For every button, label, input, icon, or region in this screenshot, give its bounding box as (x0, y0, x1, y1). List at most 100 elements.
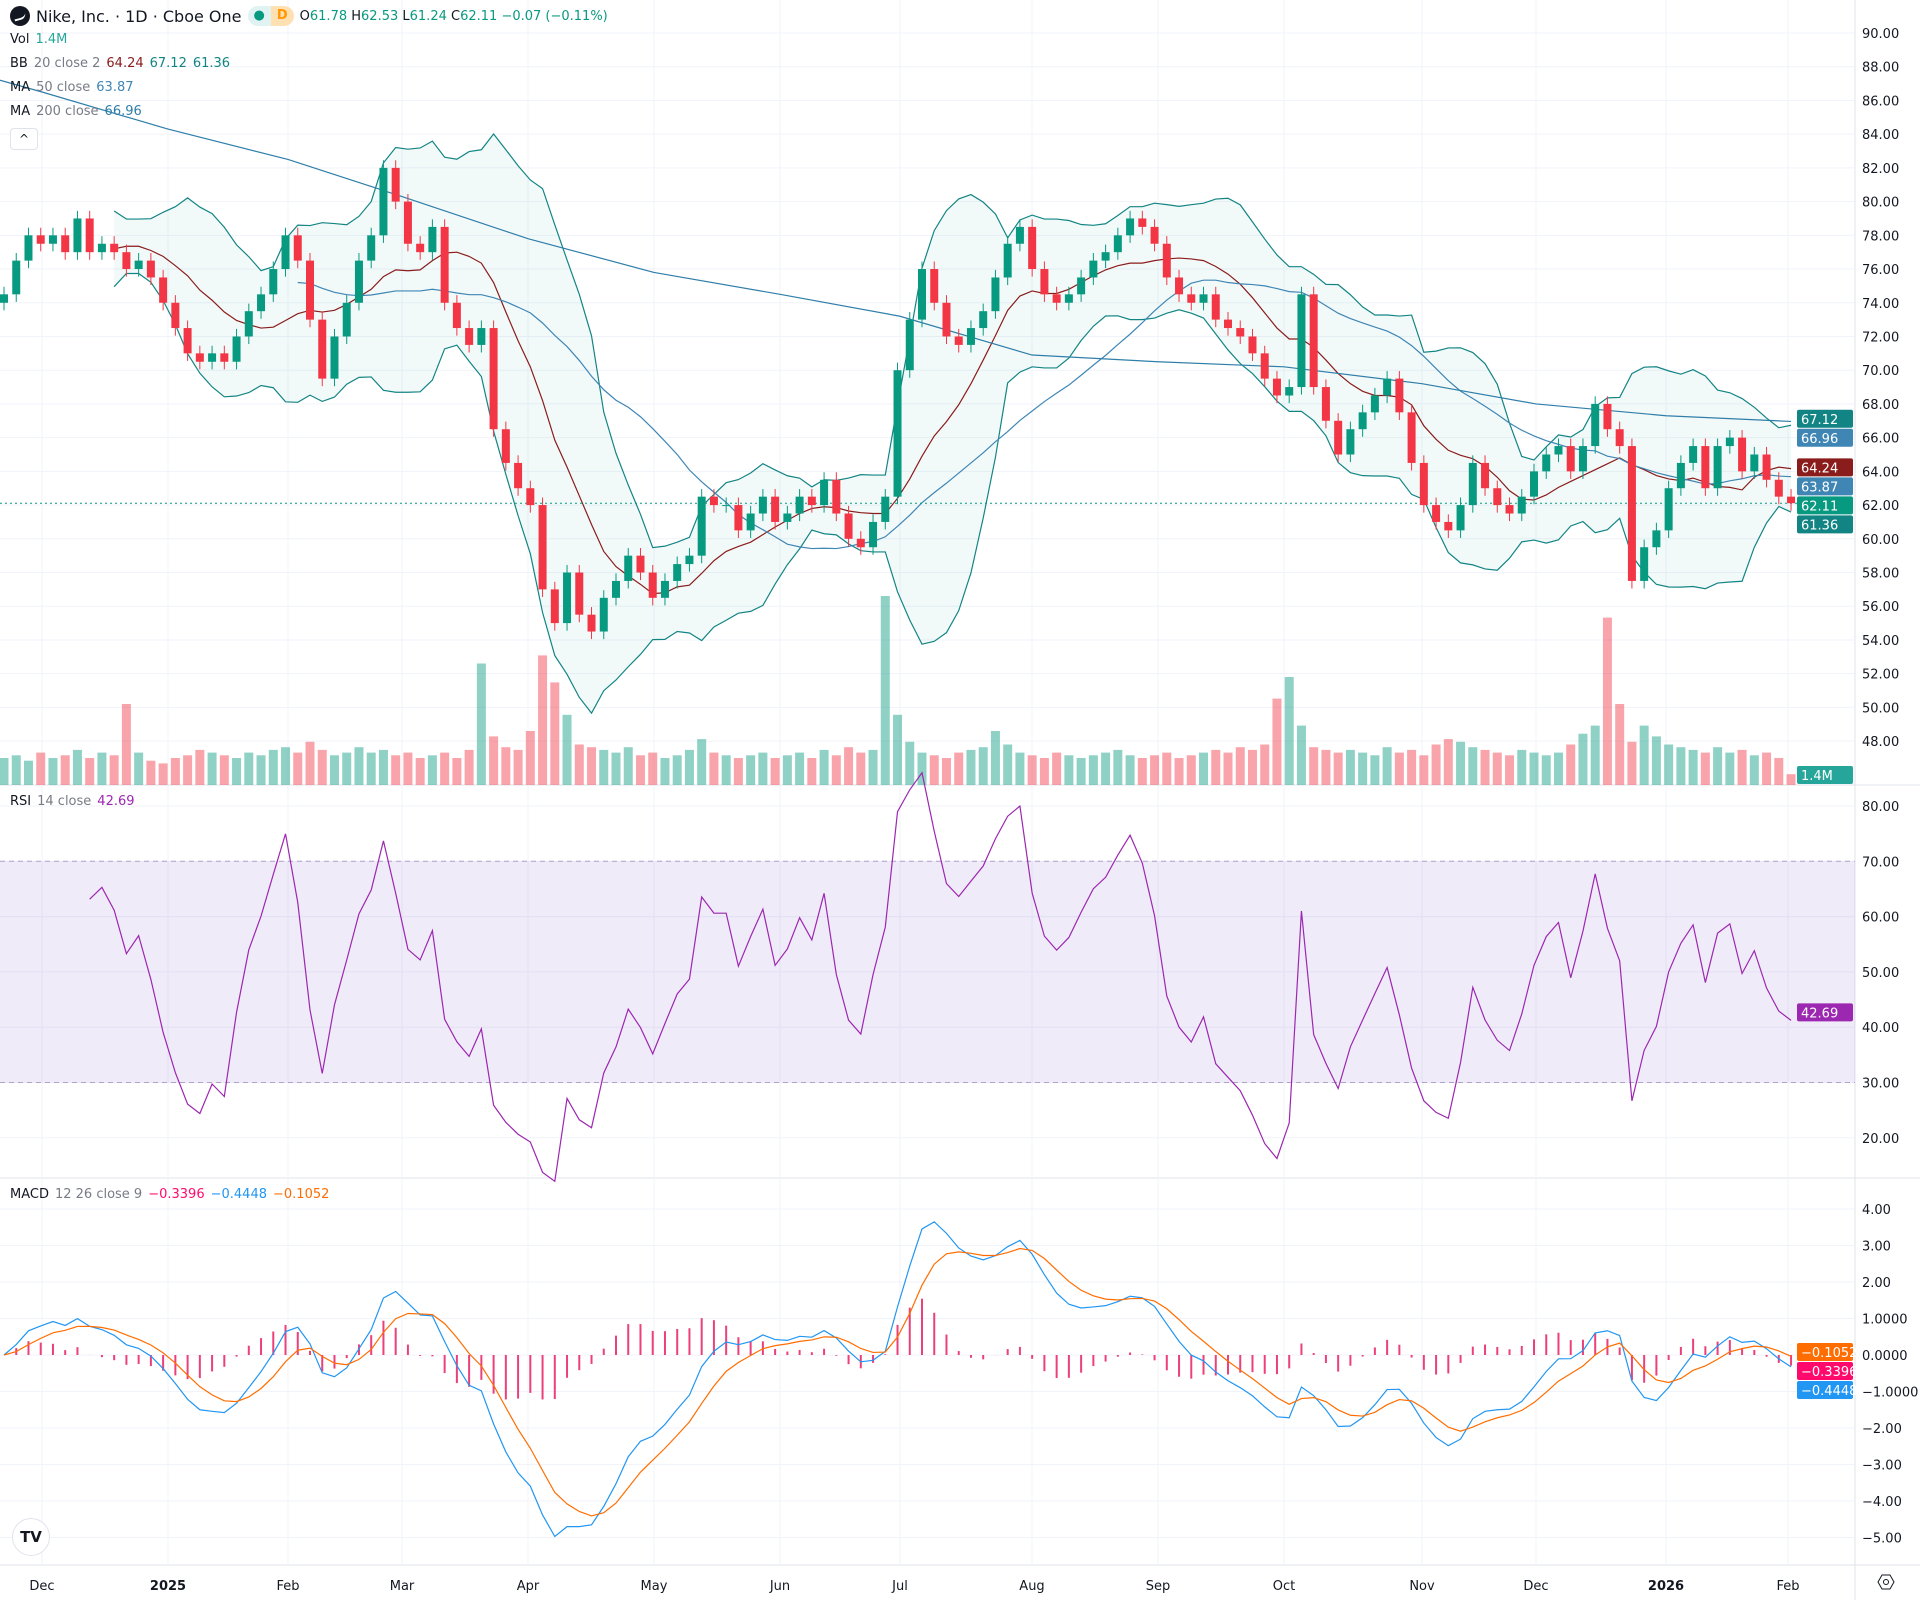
volume-bar (1235, 747, 1245, 785)
macd-histogram-bar (700, 1318, 703, 1355)
volume-bar (60, 755, 70, 785)
macd-histogram-bar (1067, 1355, 1070, 1378)
candle-body (1309, 294, 1318, 388)
volume-bar (1676, 747, 1686, 785)
macd-pane (3, 1221, 1793, 1538)
macd-histogram-bar (1349, 1355, 1352, 1366)
macd-histogram-bar (1716, 1341, 1719, 1355)
macd-histogram-bar (590, 1355, 593, 1364)
macd-histogram-bar (639, 1324, 642, 1355)
bb-legend[interactable]: BB 20 close 2 64.24 67.12 61.36 (10, 56, 231, 71)
candle-body (856, 538, 865, 548)
candle-body (979, 311, 988, 329)
macd-histogram-bar (1410, 1355, 1413, 1358)
candle-body (318, 319, 327, 379)
macd-histogram-bar (1214, 1355, 1217, 1376)
market-status-badge[interactable]: ● D (247, 6, 294, 26)
candle-body (1542, 454, 1551, 472)
volume-bar (954, 752, 964, 785)
macd-histogram-bar (296, 1332, 299, 1355)
macd-histogram-bar (810, 1352, 813, 1355)
candle-body (1505, 505, 1514, 514)
macd-histogram-bar (27, 1341, 30, 1355)
volume-bar (1394, 752, 1404, 785)
volume-badge: 1.4M (1801, 769, 1833, 784)
gear-icon (1877, 1574, 1895, 1590)
macd-histogram-bar (823, 1348, 826, 1355)
macd-histogram-bar (431, 1355, 434, 1357)
candle-body (1126, 218, 1135, 236)
volume-bar (1541, 755, 1551, 785)
volume-bar (1247, 749, 1257, 785)
candle-body (1689, 446, 1698, 463)
candle-body (1224, 319, 1232, 329)
macd-histogram-bar (1581, 1339, 1584, 1355)
macd-histogram-bar (1557, 1332, 1560, 1355)
candle-body (1077, 277, 1086, 295)
macd-histogram-bar (676, 1328, 679, 1355)
candle-body (379, 167, 388, 236)
candle-body (1334, 420, 1343, 455)
macd-histogram-bar (786, 1351, 789, 1355)
rsi-legend[interactable]: RSI 14 close 42.69 (10, 794, 135, 809)
candle-body (734, 505, 743, 531)
candle-body (563, 572, 572, 624)
macd-histogram-bar (321, 1355, 324, 1372)
candle-body (1395, 378, 1404, 413)
bb-basis-badge-bg (1797, 458, 1853, 477)
macd-histogram-bar (1471, 1346, 1474, 1355)
macd-histogram-bar (198, 1355, 201, 1379)
volume-legend[interactable]: Vol 1.4M (10, 32, 68, 47)
macd-histogram-bar (260, 1338, 263, 1355)
signal-badge: −0.1052 (1801, 1346, 1857, 1361)
rsi-band (0, 861, 1855, 1083)
volume-bar (109, 755, 119, 785)
volume-bar (1370, 755, 1380, 785)
candle-body (893, 370, 902, 497)
macd-histogram-bar (553, 1355, 556, 1400)
collapse-legend-button[interactable]: ^ (10, 128, 38, 150)
volume-bar (1309, 747, 1319, 785)
candle-body (771, 496, 780, 522)
candle-body (342, 302, 351, 337)
macd-histogram-bar (284, 1324, 287, 1355)
volume-bar (635, 755, 645, 785)
ma50-badge: 63.87 (1801, 480, 1838, 495)
volume-bar (660, 758, 670, 785)
macd-histogram-bar (113, 1355, 116, 1361)
volume-bar (1199, 752, 1209, 785)
macd-histogram-bar (186, 1355, 189, 1380)
candle-body (171, 302, 180, 329)
candle-body (1346, 429, 1355, 455)
candle-body (403, 201, 412, 244)
candle-body (905, 319, 914, 371)
time-tick-label: Aug (1019, 1579, 1044, 1594)
volume-bar (0, 758, 9, 785)
macd-legend[interactable]: MACD 12 26 close 9 −0.3396 −0.4448 −0.1052 (10, 1187, 330, 1202)
macd-histogram-bar (64, 1350, 67, 1355)
macd-histogram-bar (847, 1355, 850, 1365)
volume-bar (525, 731, 535, 785)
ma50-legend[interactable]: MA 50 close 63.87 (10, 80, 134, 95)
ma200-legend[interactable]: MA 200 close 66.96 (10, 104, 142, 119)
macd-histogram-bar (455, 1355, 458, 1384)
volume-bar (1027, 755, 1037, 785)
candle-body (722, 505, 731, 507)
macd-histogram-bar (541, 1355, 544, 1400)
volume-bar (366, 752, 376, 785)
candle-body (48, 235, 57, 244)
axes[interactable]: 90.00 88.00 86.00 84.00 82.00 80.00 78.00 76.00… (29, 27, 1918, 1594)
volume-bar (1003, 744, 1013, 785)
volume-bar (672, 755, 682, 785)
macd-histogram-bar (1239, 1355, 1242, 1373)
macd-histogram-bar (1753, 1349, 1756, 1355)
volume-bar (782, 755, 792, 785)
symbol-title[interactable]: Nike, Inc. · 1D · Cboe One (36, 6, 242, 26)
candle-body (612, 580, 620, 598)
volume-bar (941, 758, 951, 785)
tradingview-logo[interactable]: TV (12, 1518, 50, 1556)
time-tick-label: 2025 (150, 1579, 186, 1594)
interval-badge: D (270, 6, 294, 26)
volume-bar (1162, 752, 1172, 785)
